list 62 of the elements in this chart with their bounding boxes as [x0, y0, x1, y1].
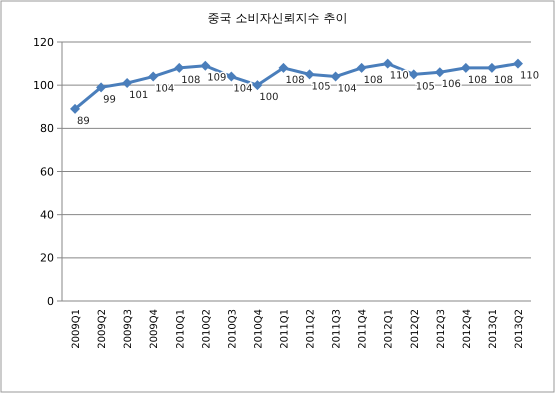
- data-label: 108: [285, 74, 305, 86]
- data-label: 108: [468, 74, 487, 86]
- x-tick-label: 2013Q2: [514, 309, 525, 349]
- point: [486, 62, 497, 73]
- x-tick-label: 2010Q3: [227, 309, 238, 349]
- x-tick-label: 2010Q1: [175, 309, 186, 349]
- x-tick-label: 2011Q2: [306, 309, 317, 349]
- x-tick-label: 2009Q4: [149, 309, 160, 349]
- data-label: 110: [520, 70, 540, 82]
- data-label: 110: [390, 70, 409, 82]
- data-label: 108: [494, 74, 514, 86]
- data-label: 106: [442, 79, 461, 90]
- point: [304, 69, 315, 80]
- data-label: 105: [416, 81, 435, 92]
- x-tick-label: 2010Q2: [201, 309, 212, 349]
- data-label: 108: [364, 74, 383, 86]
- y-tick-label: 40: [40, 208, 54, 222]
- x-tick-label: 2013Q1: [488, 309, 499, 349]
- point: [122, 78, 132, 88]
- x-tick-label: 2011Q1: [279, 309, 290, 349]
- data-label: 104: [338, 84, 357, 95]
- point: [408, 69, 419, 80]
- x-tick-label: 2012Q4: [462, 309, 473, 349]
- point: [382, 58, 393, 69]
- point: [278, 62, 288, 73]
- x-tick-label: 2011Q4: [358, 309, 369, 349]
- y-tick-label: 0: [47, 294, 54, 308]
- point: [356, 62, 367, 73]
- point: [200, 60, 210, 71]
- point: [148, 72, 158, 82]
- x-tick-label: 2012Q3: [436, 309, 447, 349]
- point: [512, 58, 523, 69]
- point: [70, 104, 80, 114]
- y-tick-label: 100: [33, 79, 54, 92]
- y-tick-label: 60: [40, 165, 54, 178]
- point: [96, 82, 106, 92]
- data-label: 101: [129, 90, 148, 102]
- point: [330, 72, 341, 82]
- data-label: 108: [181, 74, 200, 86]
- data-label: 105: [312, 81, 331, 92]
- x-tick-label: 2011Q3: [332, 309, 343, 349]
- data-label: 104: [233, 84, 252, 95]
- point: [460, 62, 471, 73]
- x-tick-label: 2012Q1: [384, 309, 395, 349]
- point: [174, 62, 184, 73]
- point: [252, 80, 262, 90]
- point: [226, 72, 236, 82]
- point: [434, 67, 445, 78]
- y-tick-label: 20: [40, 252, 54, 265]
- x-tick-label: 2009Q1: [71, 309, 82, 349]
- x-tick-label: 2010Q4: [253, 309, 264, 349]
- data-label: 109: [207, 72, 226, 84]
- data-label: 89: [77, 116, 90, 127]
- y-tick-label: 120: [33, 36, 54, 49]
- chart-title: 중국 소비자신뢰지수 추이: [208, 11, 348, 25]
- x-tick-label: 2009Q3: [123, 309, 134, 349]
- data-label: 100: [259, 92, 279, 104]
- y-tick-label: 80: [40, 122, 54, 136]
- data-label: 104: [155, 84, 174, 95]
- x-tick-label: 2012Q2: [410, 309, 421, 349]
- x-tick-label: 2009Q2: [97, 309, 108, 349]
- data-label: 99: [103, 94, 116, 106]
